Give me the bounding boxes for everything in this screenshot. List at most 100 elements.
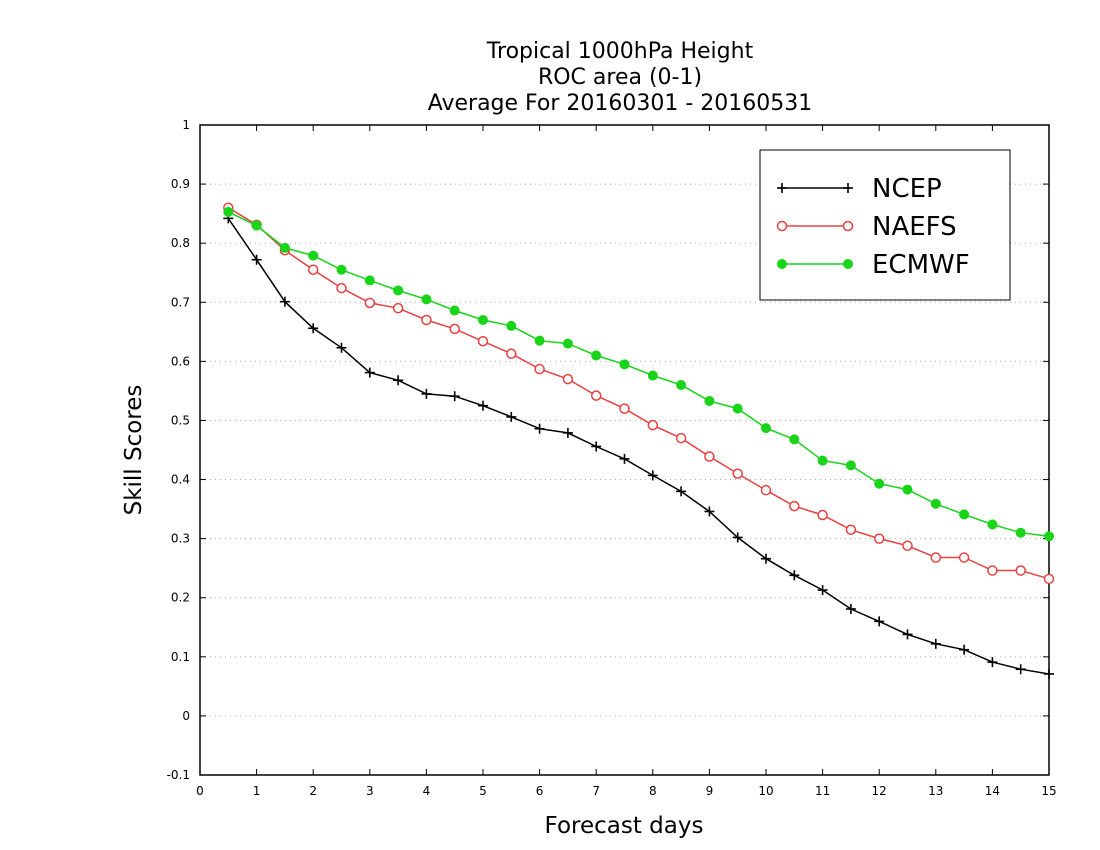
data-point-ncep bbox=[1015, 664, 1026, 675]
legend-box bbox=[759, 149, 1011, 301]
data-point-ecmwf bbox=[676, 380, 687, 390]
data-point-ecmwf bbox=[279, 242, 290, 253]
legend-label-naefs: NAEFS bbox=[872, 212, 957, 242]
data-point-ncep bbox=[959, 644, 970, 655]
y-tick-label: 0 bbox=[182, 709, 190, 723]
y-tick-label: 0.3 bbox=[171, 532, 190, 546]
title-line-3: Average For 20160301 - 20160531 bbox=[428, 91, 813, 116]
series-naefs bbox=[223, 202, 1055, 585]
data-point-ncep bbox=[506, 411, 517, 422]
data-point-ecmwf bbox=[732, 403, 743, 414]
data-point-ncep bbox=[676, 486, 687, 497]
data-point-ecmwf bbox=[959, 509, 970, 520]
series-line-ncep bbox=[227, 217, 1050, 675]
x-tick-label: 14 bbox=[985, 784, 1000, 798]
data-point-naefs bbox=[619, 403, 630, 414]
x-tick-label: 9 bbox=[706, 784, 714, 798]
data-point-ncep bbox=[336, 342, 347, 353]
data-point-ecmwf bbox=[704, 395, 715, 406]
x-tick-label: 2 bbox=[309, 784, 317, 798]
data-point-naefs bbox=[590, 390, 602, 401]
data-point-ecmwf bbox=[506, 320, 517, 331]
data-point-ecmwf bbox=[761, 423, 771, 434]
x-tick-label: 4 bbox=[423, 784, 431, 798]
data-point-ecmwf bbox=[817, 455, 828, 466]
data-point-naefs bbox=[506, 348, 517, 359]
data-point-naefs bbox=[789, 500, 800, 512]
x-tick-label: 7 bbox=[592, 784, 600, 798]
data-point-ncep bbox=[1044, 668, 1054, 679]
data-point-naefs bbox=[732, 468, 743, 479]
x-tick-label: 3 bbox=[366, 784, 374, 798]
data-point-ecmwf bbox=[874, 478, 885, 489]
y-axis-label: Skill Scores bbox=[121, 385, 147, 516]
series-ncep bbox=[223, 213, 1054, 679]
legend-marker-ecmwf-end bbox=[843, 259, 853, 269]
data-point-ncep bbox=[761, 553, 771, 564]
data-point-naefs bbox=[930, 552, 942, 563]
data-point-ecmwf bbox=[1015, 527, 1026, 538]
x-tick-label: 13 bbox=[928, 784, 943, 798]
x-tick-label: 1 bbox=[253, 784, 261, 798]
data-point-ncep bbox=[308, 323, 319, 334]
y-tick-label: 0.4 bbox=[171, 473, 190, 487]
legend-marker-naefs bbox=[776, 220, 788, 232]
legend-marker-naefs-end bbox=[842, 220, 854, 232]
legend-label-ncep: NCEP bbox=[872, 174, 942, 204]
data-point-ncep bbox=[562, 427, 573, 438]
data-point-ncep bbox=[817, 585, 828, 596]
x-tick-label: 11 bbox=[815, 784, 830, 798]
x-tick-label: 8 bbox=[649, 784, 657, 798]
data-point-naefs bbox=[562, 373, 574, 385]
data-point-ncep bbox=[902, 629, 913, 640]
y-tick-label: 0.7 bbox=[171, 295, 190, 309]
data-point-ncep bbox=[449, 391, 460, 402]
data-point-ecmwf bbox=[1044, 531, 1054, 542]
data-point-ncep bbox=[591, 441, 602, 452]
data-point-naefs bbox=[336, 282, 347, 294]
y-tick-label: 0.8 bbox=[171, 236, 190, 250]
axis-ticks: -0.100.10.20.30.40.50.60.70.80.910 1 2 3 4 5 6… bbox=[167, 118, 1057, 798]
data-point-ncep bbox=[279, 296, 290, 307]
data-point-ncep bbox=[478, 400, 488, 411]
data-point-ecmwf bbox=[619, 359, 630, 370]
title-line-1: Tropical 1000hPa Height bbox=[486, 39, 754, 64]
data-point-naefs bbox=[817, 509, 828, 521]
legend-marker-ncep-end bbox=[843, 183, 853, 193]
x-tick-label: 6 bbox=[536, 784, 544, 798]
data-point-ncep bbox=[364, 367, 375, 378]
data-point-ecmwf bbox=[562, 338, 573, 349]
data-point-naefs bbox=[675, 432, 687, 444]
data-point-ecmwf bbox=[364, 275, 375, 286]
series-ecmwf bbox=[223, 206, 1054, 542]
data-point-naefs bbox=[1015, 565, 1026, 576]
legend-marker-ecmwf bbox=[777, 259, 787, 269]
data-point-naefs bbox=[392, 302, 404, 314]
data-point-ecmwf bbox=[223, 206, 234, 217]
data-point-naefs bbox=[477, 336, 489, 347]
title-line-2: ROC area (0-1) bbox=[538, 65, 702, 90]
y-tick-label: 0.2 bbox=[171, 591, 190, 605]
data-point-ecmwf bbox=[987, 519, 998, 530]
data-point-ecmwf bbox=[478, 315, 488, 325]
data-point-naefs bbox=[421, 314, 432, 326]
data-point-naefs bbox=[845, 524, 857, 536]
data-point-ncep bbox=[647, 470, 658, 481]
data-point-ecmwf bbox=[251, 220, 262, 231]
data-point-naefs bbox=[534, 363, 545, 375]
y-tick-label: 0.6 bbox=[171, 354, 190, 368]
data-point-naefs bbox=[704, 451, 715, 462]
data-point-naefs bbox=[760, 484, 772, 496]
data-point-ncep bbox=[619, 453, 630, 464]
data-point-ncep bbox=[251, 254, 262, 265]
data-point-ecmwf bbox=[393, 285, 404, 296]
x-tick-label: 12 bbox=[872, 784, 887, 798]
data-point-ncep bbox=[704, 506, 715, 517]
x-tick-label: 0 bbox=[196, 784, 204, 798]
data-point-ncep bbox=[845, 603, 856, 614]
data-point-naefs bbox=[647, 419, 659, 431]
data-point-ncep bbox=[421, 388, 432, 399]
data-point-ncep bbox=[874, 616, 885, 627]
y-tick-label: 0.1 bbox=[171, 650, 190, 664]
